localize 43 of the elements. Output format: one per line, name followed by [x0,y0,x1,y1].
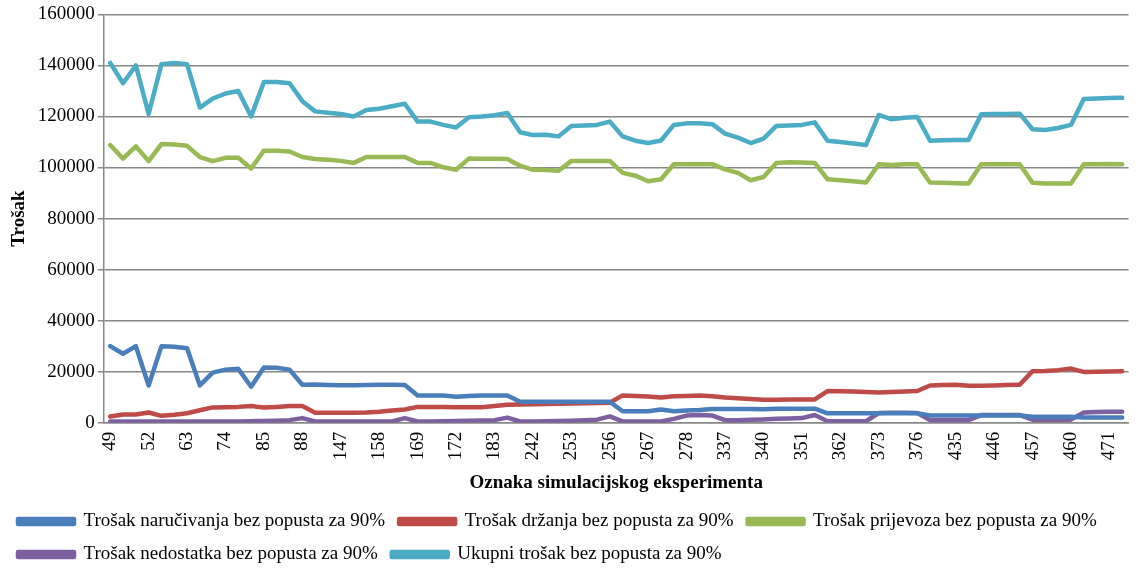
x-tick-label: 74 [213,431,235,451]
x-tick-label: 267 [636,431,658,461]
x-tick-label: 183 [482,431,504,461]
legend-label: Ukupni trošak bez popusta za 90% [457,542,722,564]
x-axis-title: Oznaka simulacijskog eksperimenta [469,470,764,492]
x-tick-label: 471 [1097,431,1119,461]
y-tick-label: 140000 [37,53,95,75]
x-tick-label: 49 [98,431,120,451]
x-tick-label: 169 [405,431,427,461]
legend-label: Trošak naručivanja bez popusta za 90% [83,509,386,531]
x-tick-label: 63 [175,431,197,451]
y-tick-label: 120000 [37,104,95,126]
x-tick-label: 52 [136,431,158,451]
x-tick-label: 373 [866,431,888,461]
x-tick-label: 253 [559,431,581,461]
x-tick-label: 435 [943,431,965,461]
x-tick-label: 85 [251,431,273,451]
y-tick-label: 20000 [47,359,95,381]
x-tick-label: 158 [367,431,389,461]
y-tick-label: 160000 [37,2,95,24]
x-tick-label: 337 [713,431,735,461]
y-axis-title: Trošak [7,189,29,247]
y-tick-label: 80000 [47,206,95,228]
x-tick-label: 88 [290,431,312,451]
x-tick-label: 172 [444,431,466,461]
x-tick-label: 278 [674,431,696,461]
x-tick-label: 351 [789,431,811,461]
x-tick-label: 362 [828,431,850,461]
x-tick-label: 457 [1020,431,1042,461]
y-tick-label: 0 [85,410,95,432]
legend-label: Trošak prijevoza bez popusta za 90% [813,509,1097,531]
x-tick-label: 242 [520,431,542,461]
x-tick-label: 460 [1058,431,1080,461]
x-tick-label: 376 [905,431,927,461]
x-tick-label: 446 [982,431,1004,461]
legend-label: Trošak nedostatka bez popusta za 90% [83,542,378,564]
y-tick-label: 60000 [47,257,95,279]
x-tick-label: 256 [597,431,619,461]
y-tick-label: 40000 [47,308,95,330]
legend-label: Trošak držanja bez popusta za 90% [464,509,734,531]
x-tick-label: 147 [328,431,350,461]
y-tick-label: 100000 [37,155,95,177]
x-tick-label: 340 [751,431,773,461]
